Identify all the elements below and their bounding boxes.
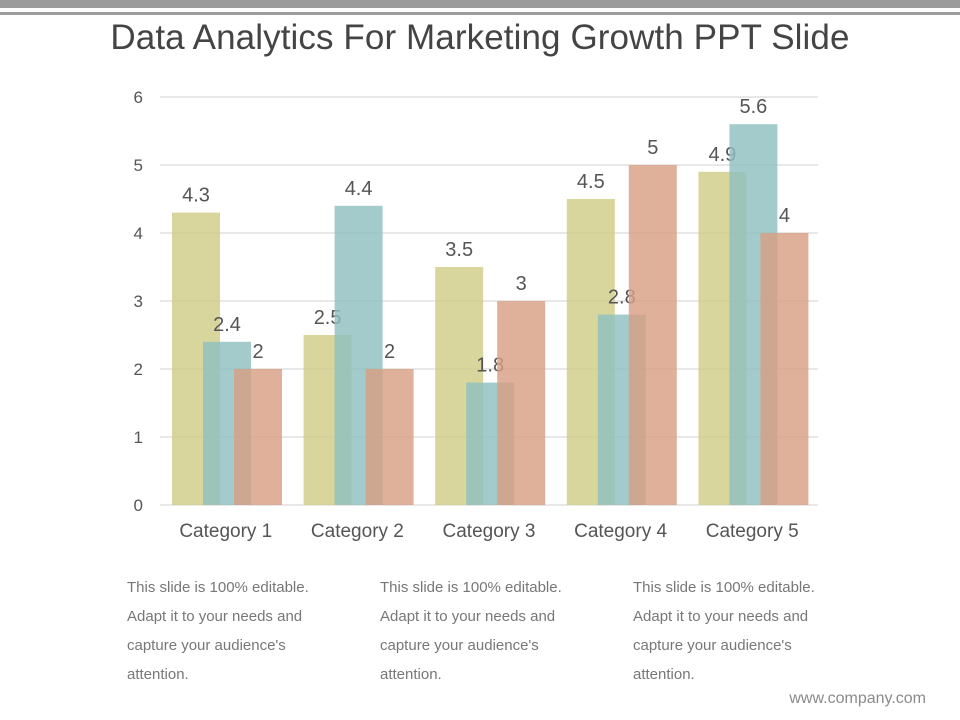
text-note-2: This slide is 100% editable. Adapt it to…	[380, 579, 562, 683]
footer-url: www.company.com	[789, 690, 926, 707]
data-label: 3	[516, 273, 527, 295]
bar-3	[365, 369, 414, 505]
bar-3	[234, 369, 282, 505]
data-label: 5.6	[739, 96, 767, 118]
data-label: 4.3	[182, 185, 210, 207]
y-tick-label: 5	[134, 156, 143, 175]
y-tick-label: 1	[134, 428, 143, 447]
bar-3	[760, 233, 809, 505]
data-label: 2	[252, 341, 263, 363]
data-label: 4	[779, 205, 790, 227]
data-label: 2.8	[608, 287, 636, 309]
x-tick-label: Category 4	[574, 521, 667, 542]
y-tick-label: 6	[134, 88, 143, 107]
y-tick-label: 4	[134, 224, 143, 243]
y-tick-label: 0	[134, 496, 143, 515]
bar-3	[628, 165, 677, 505]
y-tick-label: 3	[134, 292, 143, 311]
data-label: 4.5	[577, 171, 605, 193]
x-tick-label: Category 3	[443, 521, 536, 542]
y-tick-label: 2	[134, 360, 143, 379]
data-label: 4.9	[708, 144, 736, 166]
data-label: 2	[384, 341, 395, 363]
top-accent-line	[0, 12, 960, 15]
data-label: 4.4	[345, 178, 373, 200]
data-label: 3.5	[445, 239, 473, 261]
slide-title: Data Analytics For Marketing Growth PPT …	[110, 18, 850, 57]
data-label: 5	[647, 137, 658, 159]
text-note-1: This slide is 100% editable. Adapt it to…	[127, 579, 309, 683]
bar-chart: 0 1 2 3 4 5 6 4.3 2.4 2 Category 1 2.5 4.4 2 Category …	[134, 88, 818, 542]
bar-3	[497, 301, 546, 505]
x-tick-label: Category 2	[311, 521, 404, 542]
data-label: 2.5	[314, 307, 342, 329]
data-label: 2.4	[213, 314, 241, 336]
data-label: 1.8	[476, 355, 504, 377]
x-tick-label: Category 5	[706, 521, 799, 542]
x-tick-label: Category 1	[179, 521, 272, 542]
top-accent-bar	[0, 0, 960, 8]
text-note-3: This slide is 100% editable. Adapt it to…	[633, 579, 815, 683]
